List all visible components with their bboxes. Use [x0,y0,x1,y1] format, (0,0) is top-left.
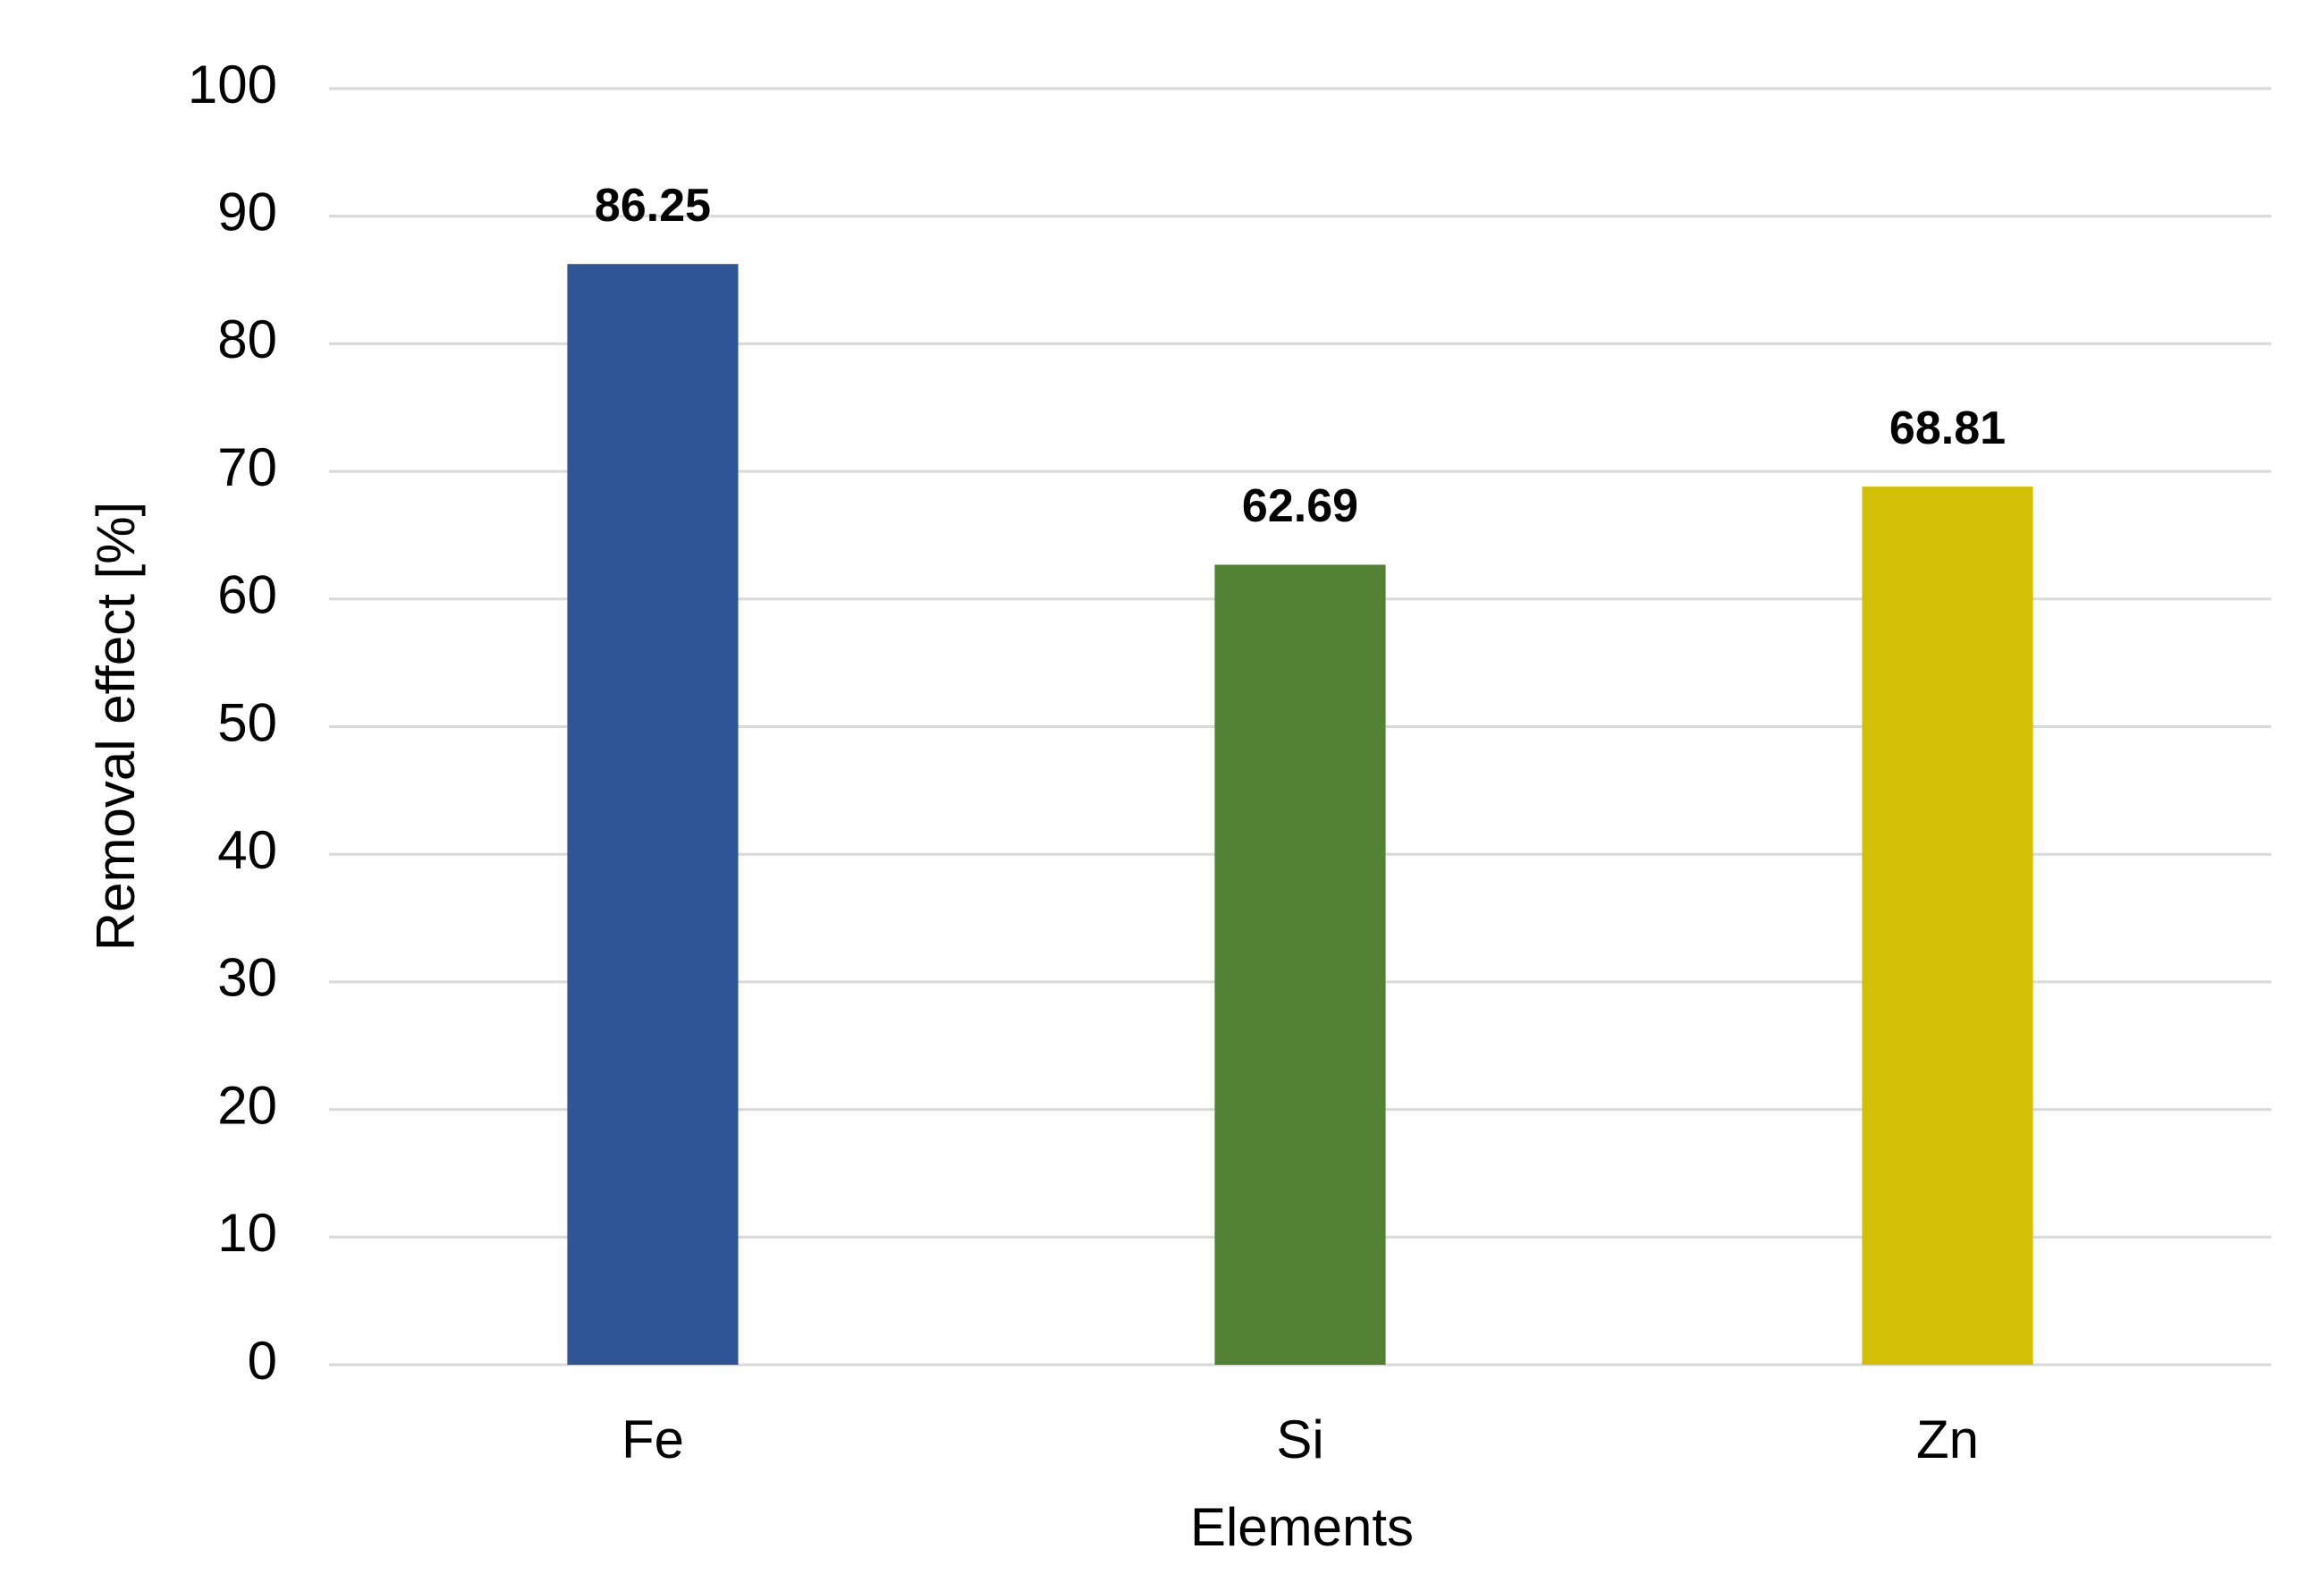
y-tick-label: 50 [217,692,277,752]
bar [1214,564,1386,1365]
x-tick-label: Zn [1916,1409,1979,1469]
data-label: 62.69 [1242,480,1358,532]
y-tick-label: 10 [217,1203,277,1263]
y-tick-label: 100 [188,55,277,114]
y-tick-label: 40 [217,820,277,880]
data-label: 68.81 [1889,402,2006,454]
data-label: 86.25 [595,180,711,232]
y-tick-label: 30 [217,948,277,1008]
y-tick-label: 90 [217,182,277,242]
x-tick-label: Fe [621,1409,684,1469]
y-tick-label: 60 [217,565,277,625]
bar [1862,487,2033,1365]
y-axis-title: Removal effect [%] [86,502,146,951]
x-tick-label: Si [1276,1409,1323,1469]
y-tick-label: 80 [217,309,277,369]
x-axis-title: Elements [1190,1497,1414,1557]
y-tick-label: 70 [217,437,277,497]
y-tick-label: 0 [248,1331,277,1391]
y-tick-label: 20 [217,1075,277,1135]
bar [567,264,739,1365]
